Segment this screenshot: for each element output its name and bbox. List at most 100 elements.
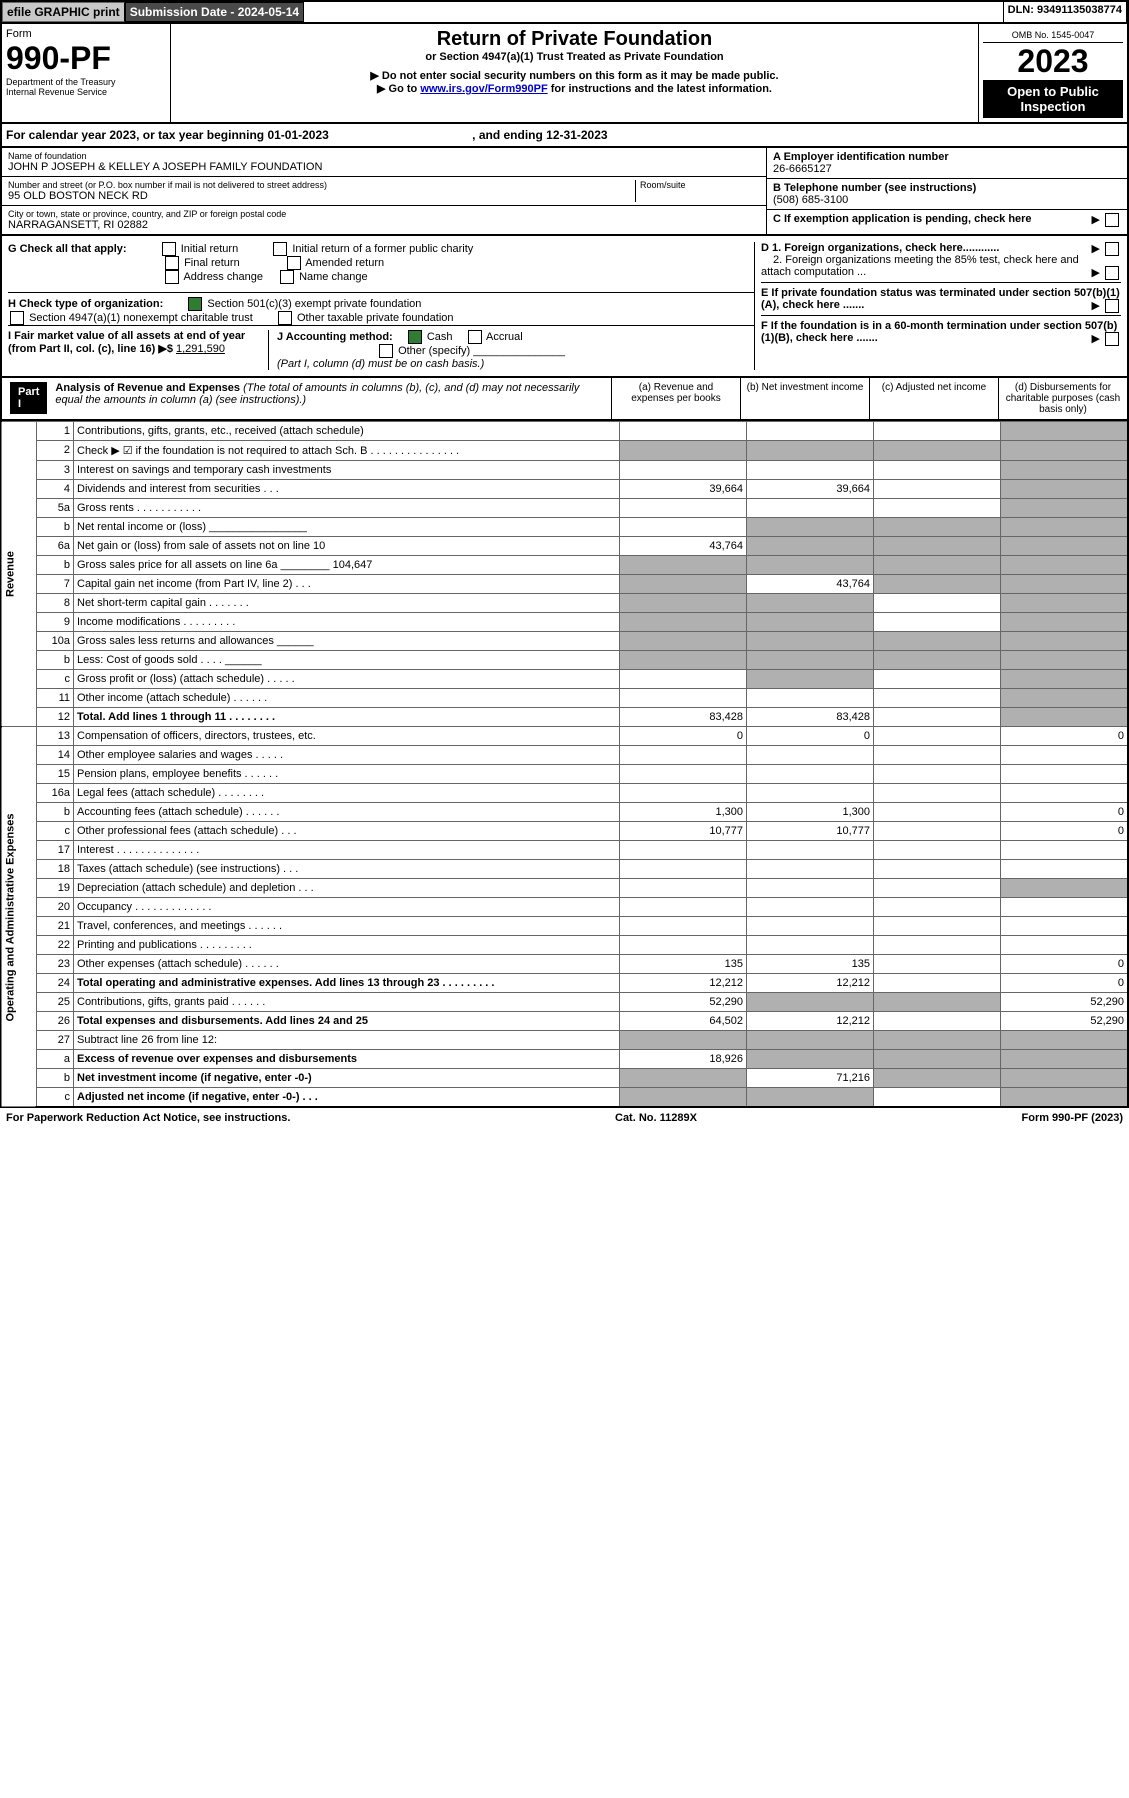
chk-amended[interactable] [287, 256, 301, 270]
line-num: c [37, 670, 74, 689]
cell: 135 [747, 955, 874, 974]
cell [1001, 537, 1129, 556]
e-label: E If private foundation status was termi… [761, 287, 1120, 311]
cell [1001, 1050, 1129, 1069]
table-row: 11Other income (attach schedule) . . . .… [1, 689, 1128, 708]
chk-initial-former[interactable] [273, 242, 287, 256]
line-num: 12 [37, 708, 74, 727]
cell [874, 1050, 1001, 1069]
j-other: Other (specify) [398, 345, 470, 357]
irs-link[interactable]: www.irs.gov/Form990PF [420, 83, 547, 95]
room-label: Room/suite [640, 180, 760, 190]
chk-other[interactable] [379, 344, 393, 358]
line-desc: Taxes (attach schedule) (see instruction… [74, 860, 620, 879]
chk-d2[interactable] [1105, 266, 1119, 280]
cell [1001, 518, 1129, 537]
part1-badge: Part I [10, 382, 47, 414]
i-value: 1,291,590 [176, 343, 225, 355]
cell [874, 974, 1001, 993]
chk-cash[interactable] [408, 330, 422, 344]
note2-wrap: ▶ Go to www.irs.gov/Form990PF for instru… [175, 82, 974, 95]
d2-label: 2. Foreign organizations meeting the 85%… [761, 254, 1079, 278]
cal-start: For calendar year 2023, or tax year begi… [6, 128, 329, 142]
table-row: 5aGross rents . . . . . . . . . . . [1, 499, 1128, 518]
g-opt-1: Final return [184, 257, 240, 269]
line-num: 5a [37, 499, 74, 518]
form-header: Form 990-PF Department of the Treasury I… [0, 24, 1129, 124]
chk-accrual[interactable] [468, 330, 482, 344]
cell [874, 613, 1001, 632]
cell [620, 898, 747, 917]
cell [620, 670, 747, 689]
c-checkbox[interactable] [1105, 213, 1119, 227]
cell [874, 632, 1001, 651]
line-num: b [37, 1069, 74, 1088]
cell [747, 1088, 874, 1108]
cell [620, 632, 747, 651]
cell [874, 936, 1001, 955]
ein: 26-6665127 [773, 163, 1121, 175]
cell [1001, 613, 1129, 632]
city: NARRAGANSETT, RI 02882 [8, 219, 760, 231]
table-row: aExcess of revenue over expenses and dis… [1, 1050, 1128, 1069]
cell: 83,428 [747, 708, 874, 727]
chk-address[interactable] [165, 270, 179, 284]
dln: DLN: 93491135038774 [1004, 2, 1127, 22]
cell [620, 765, 747, 784]
line-desc: Gross sales price for all assets on line… [74, 556, 620, 575]
chk-other-tax[interactable] [278, 311, 292, 325]
col-b: (b) Net investment income [740, 378, 869, 419]
cell: 0 [620, 727, 747, 746]
cell [1001, 441, 1129, 461]
table-row: 2Check ▶ ☑ if the foundation is not requ… [1, 441, 1128, 461]
chk-final[interactable] [165, 256, 179, 270]
chk-f[interactable] [1105, 332, 1119, 346]
cell [620, 1069, 747, 1088]
submission-date: Submission Date - 2024-05-14 [125, 2, 304, 22]
cell [874, 803, 1001, 822]
line-desc: Interest . . . . . . . . . . . . . . [74, 841, 620, 860]
line-desc: Travel, conferences, and meetings . . . … [74, 917, 620, 936]
chk-e[interactable] [1105, 299, 1119, 313]
g-opt-3: Initial return of a former public charit… [292, 243, 473, 255]
table-row: 21Travel, conferences, and meetings . . … [1, 917, 1128, 936]
line-desc: Contributions, gifts, grants paid . . . … [74, 993, 620, 1012]
cell [620, 575, 747, 594]
cell [747, 537, 874, 556]
table-row: bNet rental income or (loss) ___________… [1, 518, 1128, 537]
chk-d1[interactable] [1105, 242, 1119, 256]
line-num: 20 [37, 898, 74, 917]
line-desc: Printing and publications . . . . . . . … [74, 936, 620, 955]
efile-button[interactable]: efile GRAPHIC print [2, 2, 125, 22]
cell [620, 594, 747, 613]
table-row: 3Interest on savings and temporary cash … [1, 461, 1128, 480]
cell: 10,777 [620, 822, 747, 841]
table-row: 17Interest . . . . . . . . . . . . . . [1, 841, 1128, 860]
chk-name[interactable] [280, 270, 294, 284]
table-row: 23Other expenses (attach schedule) . . .… [1, 955, 1128, 974]
chk-501c3[interactable] [188, 297, 202, 311]
line-num: 9 [37, 613, 74, 632]
table-row: 18Taxes (attach schedule) (see instructi… [1, 860, 1128, 879]
check-options: G Check all that apply: Initial return I… [0, 236, 1129, 378]
cell: 52,290 [1001, 1012, 1129, 1031]
line-desc: Total expenses and disbursements. Add li… [74, 1012, 620, 1031]
table-row: 7Capital gain net income (from Part IV, … [1, 575, 1128, 594]
line-desc: Compensation of officers, directors, tru… [74, 727, 620, 746]
cell [620, 936, 747, 955]
line-num: 21 [37, 917, 74, 936]
line-desc: Net gain or (loss) from sale of assets n… [74, 537, 620, 556]
line-num: 13 [37, 727, 74, 746]
cell [874, 670, 1001, 689]
cell [620, 422, 747, 441]
f-label: F If the foundation is in a 60-month ter… [761, 320, 1117, 344]
chk-4947[interactable] [10, 311, 24, 325]
chk-initial[interactable] [162, 242, 176, 256]
h-opt-3: Other taxable private foundation [297, 312, 454, 324]
table-row: 12Total. Add lines 1 through 11 . . . . … [1, 708, 1128, 727]
info-grid: Name of foundation JOHN P JOSEPH & KELLE… [0, 148, 1129, 236]
cell: 0 [1001, 803, 1129, 822]
line-desc: Capital gain net income (from Part IV, l… [74, 575, 620, 594]
table-row: 24Total operating and administrative exp… [1, 974, 1128, 993]
line-desc: Net rental income or (loss) ____________… [74, 518, 620, 537]
